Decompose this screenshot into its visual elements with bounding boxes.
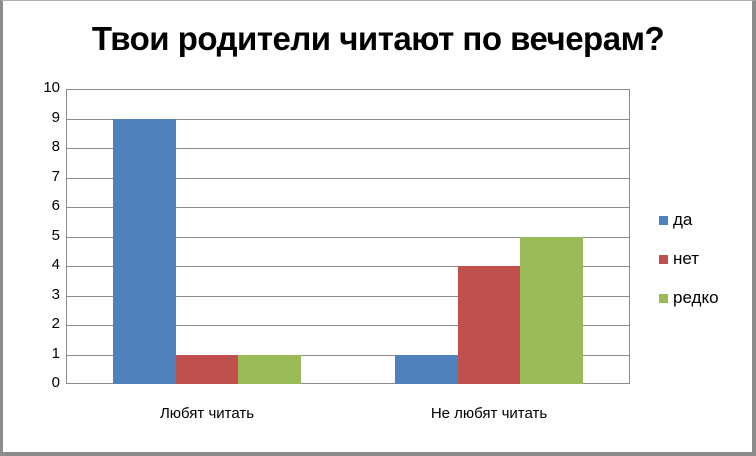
y-tick-label: 2 [51,315,60,332]
gridline [66,148,630,149]
legend-item-da: да [659,210,692,230]
legend-item-redko: редко [659,288,719,308]
y-tick-label: 8 [51,138,60,155]
bar [395,355,458,384]
gridline [66,119,630,120]
plot-area [66,89,630,384]
legend-item-net: нет [659,249,699,269]
legend-swatch-da [659,215,668,225]
gridline [66,237,630,238]
legend-label: да [673,210,693,229]
legend-label: редко [673,288,719,307]
gridline [66,178,630,179]
x-category-label: Любят читать [159,405,255,422]
legend-label: нет [673,249,700,268]
y-tick-label: 9 [51,109,60,126]
chart-title: Твои родители читают по вечерам? [91,20,665,57]
y-tick-label: 4 [51,256,60,273]
bar [520,237,583,384]
y-tick-label: 1 [51,345,60,362]
gridline [66,207,630,208]
gridline [66,296,630,297]
bar [113,119,176,384]
y-tick-label: 10 [43,79,60,96]
y-tick-label: 3 [51,286,60,303]
legend-swatch-redko [659,293,668,303]
legend-swatch-net [659,254,668,264]
bar [176,355,239,384]
y-tick-label: 6 [51,197,60,214]
y-tick-label: 5 [51,227,60,244]
y-tick-label: 0 [51,374,60,391]
bar [458,266,521,384]
gridline [66,355,630,356]
gridline [66,266,630,267]
bar [238,355,301,384]
x-category-label: Не любят читать [430,405,548,422]
gridline [66,325,630,326]
y-tick-label: 7 [51,168,60,185]
